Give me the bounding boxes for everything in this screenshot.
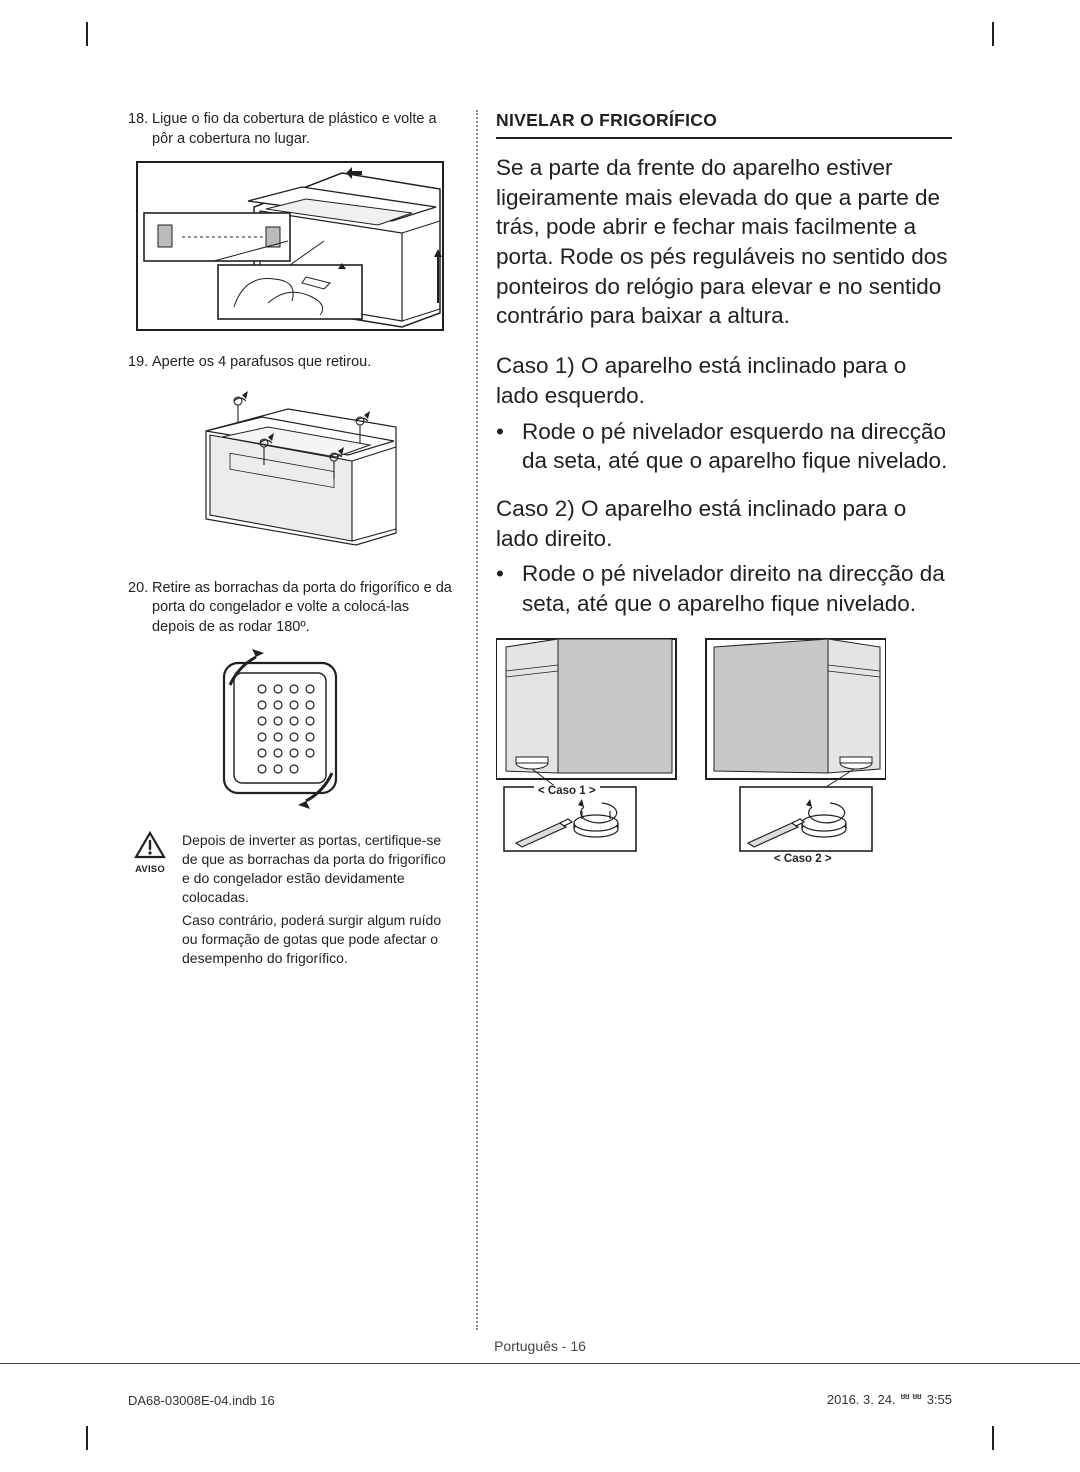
step-text: Aperte os 4 parafusos que retirou.: [152, 353, 452, 373]
right-column: NIVELAR O FRIGORÍFICO Se a parte da fren…: [478, 110, 952, 1330]
crop-mark: [86, 22, 88, 46]
intro-paragraph: Se a parte da frente do aparelho estiver…: [496, 153, 952, 331]
step-text: Retire as borrachas da porta do frigoríf…: [152, 579, 452, 638]
case2-heading: Caso 2) O aparelho está inclinado para o…: [496, 494, 952, 553]
case1-label: < Caso 1 >: [534, 785, 600, 797]
bullet-icon: •: [496, 417, 522, 476]
warning-note: AVISO Depois de inverter as portas, cert…: [128, 831, 452, 967]
case1-item: Rode o pé nivelador esquerdo na direcção…: [522, 417, 952, 476]
figure-step18: [136, 161, 444, 331]
case2-item: Rode o pé nivelador direito na direcção …: [522, 559, 952, 618]
crop-mark: [992, 22, 994, 46]
step-18: 18. Ligue o fio da cobertura de plástico…: [128, 110, 452, 149]
bullet-icon: •: [496, 559, 522, 618]
figure-leveling-cases: < Caso 1 > < Caso 2 >: [496, 637, 886, 867]
step-19: 19. Aperte os 4 parafusos que retirou.: [128, 353, 452, 373]
step-number: 18.: [128, 110, 152, 149]
warning-text-2: Caso contrário, poderá surgir algum ruíd…: [182, 911, 452, 968]
page-footer-center: Português - 16: [0, 1338, 1080, 1354]
crop-mark: [992, 1426, 994, 1450]
case1-heading: Caso 1) O aparelho está inclinado para o…: [496, 351, 952, 410]
crop-mark: [86, 1426, 88, 1450]
figure-step20: [196, 649, 366, 809]
warning-text-1: Depois de inverter as portas, certifique…: [182, 831, 452, 907]
figure-step19: [172, 385, 412, 551]
left-column: 18. Ligue o fio da cobertura de plástico…: [128, 110, 478, 1330]
warning-icon: AVISO: [128, 831, 172, 967]
step-20: 20. Retire as borrachas da porta do frig…: [128, 579, 452, 638]
case2-label: < Caso 2 >: [774, 853, 832, 865]
footer-rule: [0, 1363, 1080, 1364]
page-footer-left: DA68-03008E-04.indb 16: [128, 1393, 275, 1408]
step-text: Ligue o fio da cobertura de plástico e v…: [152, 110, 452, 149]
page-footer-right: 2016. 3. 24. ᄈᄈ 3:55: [827, 1389, 952, 1408]
step-number: 19.: [128, 353, 152, 373]
warning-label: AVISO: [128, 864, 172, 877]
step-number: 20.: [128, 579, 152, 638]
section-title: NIVELAR O FRIGORÍFICO: [496, 110, 952, 139]
